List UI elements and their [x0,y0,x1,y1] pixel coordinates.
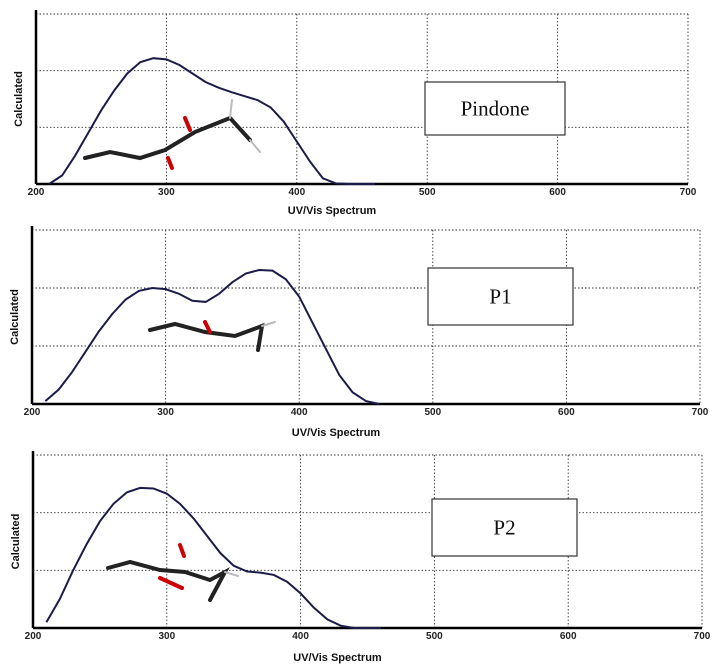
y-axis-label: Calculated [9,289,21,345]
annotation: P1 [489,285,511,309]
x-tick-label: 700 [692,407,709,418]
x-tick-label: 600 [558,407,575,418]
x-tick-label: 500 [424,407,441,418]
x-tick-label: 400 [292,631,309,642]
line-series [46,488,381,628]
x-tick-label: 300 [158,631,175,642]
x-tick-label: 500 [419,187,436,198]
x-tick-label: 400 [288,187,305,198]
figure: 200 300 400 500 600 700 UV/Vis Spectrum Calcula… [0,0,717,665]
line-series [45,270,379,404]
y-axis-label: Calculated [10,514,22,570]
y-axis-label: Calculated [13,71,25,127]
x-axis-label: UV/Vis Spectrum [292,427,381,439]
x-tick-label: 300 [158,187,175,198]
annotation: Pindone [461,97,530,121]
x-tick-label: 700 [694,631,711,642]
x-tick-label: 300 [157,407,174,418]
x-tick-label: 600 [560,631,577,642]
x-tick-label: 700 [680,187,697,198]
x-axis-label: UV/Vis Spectrum [293,652,382,664]
x-tick-label: 500 [426,631,443,642]
x-tick-label: 200 [24,407,41,418]
x-tick-label: 600 [549,187,566,198]
x-tick-label: 400 [291,407,308,418]
annotation: P2 [493,516,515,540]
molecule [85,100,275,600]
line-series [49,58,375,184]
x-tick-label: 200 [25,631,42,642]
x-axis-label: UV/Vis Spectrum [288,205,377,217]
x-tick-label: 200 [28,187,45,198]
